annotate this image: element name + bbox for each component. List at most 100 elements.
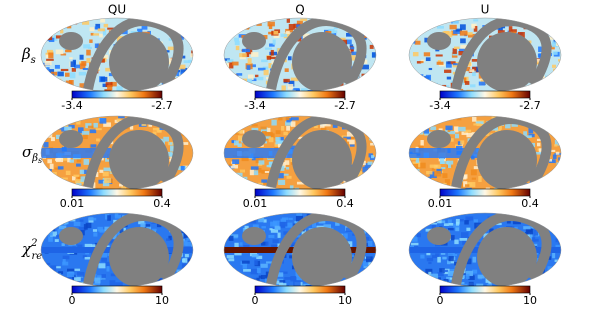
map-pixel (231, 140, 236, 144)
map-pixel (256, 255, 263, 260)
map-pixel (45, 80, 49, 84)
label-symbol: σ (22, 143, 33, 161)
map-pixel (473, 219, 478, 223)
map-pixel (370, 133, 375, 137)
map-pixel (54, 22, 61, 25)
map-pixel (455, 218, 460, 225)
map-pixel (372, 70, 376, 73)
map-pixel (344, 233, 348, 239)
map-pixel (471, 24, 476, 29)
map-pixel (250, 52, 259, 57)
map-pixel (79, 54, 84, 60)
map-pixel (63, 284, 70, 287)
mask-disc (292, 227, 352, 287)
map-pixel (81, 61, 87, 66)
map-pixel (362, 166, 369, 173)
map-pixel (65, 217, 71, 221)
map-pixel (452, 48, 457, 54)
map-pixel (238, 83, 243, 90)
map-pixel (349, 144, 355, 147)
map-pixel (188, 283, 193, 287)
map-pixel (238, 26, 242, 31)
map-pixel (241, 260, 250, 264)
map-pixel (433, 164, 441, 169)
map-pixel (250, 268, 259, 275)
map-pixel (431, 118, 437, 124)
map-pixel (415, 32, 421, 36)
label-sup: 2 (30, 238, 37, 249)
map-pixel (243, 24, 250, 29)
map-pixel (443, 223, 449, 227)
map-pixel (83, 224, 88, 230)
map-pixel (298, 136, 304, 140)
map-pixel (180, 67, 188, 74)
map-pixel (292, 242, 298, 246)
mask-disc (109, 130, 169, 190)
map-pixel (545, 80, 551, 83)
map-pixel (533, 185, 540, 190)
map-pixel (340, 20, 345, 24)
map-pixel (70, 218, 76, 222)
map-pixel (44, 189, 53, 190)
map-pixel (461, 77, 467, 83)
map-pixel (284, 68, 289, 72)
map-pixel (559, 189, 561, 190)
map-pixel (416, 219, 423, 224)
map-pixel (186, 279, 192, 283)
map-pixel (265, 47, 272, 50)
map-pixel (251, 78, 257, 82)
map-pixel (180, 174, 188, 179)
map-pixel (170, 145, 175, 152)
map-pixel (77, 271, 85, 277)
colorbar (71, 188, 163, 197)
map-pixel (187, 285, 192, 287)
map-pixel (454, 239, 459, 245)
map-pixel (412, 52, 419, 57)
map-pixel (76, 163, 81, 167)
colorbar (439, 188, 531, 197)
map-pixel (191, 236, 193, 239)
map-pixel (454, 133, 460, 139)
map-pixel (45, 54, 51, 59)
map-pixel (361, 64, 369, 70)
map-pixel (498, 27, 503, 31)
map-pixel (257, 67, 266, 71)
map-pixel (257, 76, 264, 81)
map-pixel (557, 123, 561, 129)
map-pixel (453, 46, 460, 50)
map-pixel (541, 180, 549, 184)
map-pixel (421, 278, 427, 284)
mask-disc (292, 130, 352, 190)
map-pixel (171, 80, 178, 83)
map-pixel (552, 252, 556, 259)
colorbar-min-label: 0 (437, 294, 444, 307)
map-pixel (373, 77, 376, 84)
map-pixel (459, 24, 466, 30)
map-pixel (172, 122, 176, 125)
map-pixel (446, 276, 452, 280)
colorbar-max-label: -2.7 (334, 99, 355, 112)
map-pixel (41, 18, 47, 21)
map-pixel (247, 78, 252, 85)
mask-disc (292, 32, 352, 92)
map-pixel (175, 273, 182, 279)
map-pixel (87, 125, 94, 129)
map-pixel (295, 235, 304, 238)
map-pixel (360, 24, 367, 29)
map-pixel (552, 64, 556, 68)
label-sub: β (31, 153, 38, 164)
map-pixel (279, 136, 284, 141)
map-pixel (374, 130, 376, 136)
map-pixel (289, 185, 294, 190)
map-pixel (231, 61, 239, 66)
map-pixel (556, 89, 561, 92)
map-pixel (256, 277, 260, 283)
map-pixel (432, 220, 441, 223)
map-pixel (116, 86, 123, 92)
map-pixel (426, 217, 431, 221)
map-pixel (558, 86, 561, 91)
map-pixel (475, 121, 484, 125)
map-pixel (238, 91, 246, 92)
map-pixel (357, 86, 366, 90)
map-pixel (257, 182, 263, 186)
